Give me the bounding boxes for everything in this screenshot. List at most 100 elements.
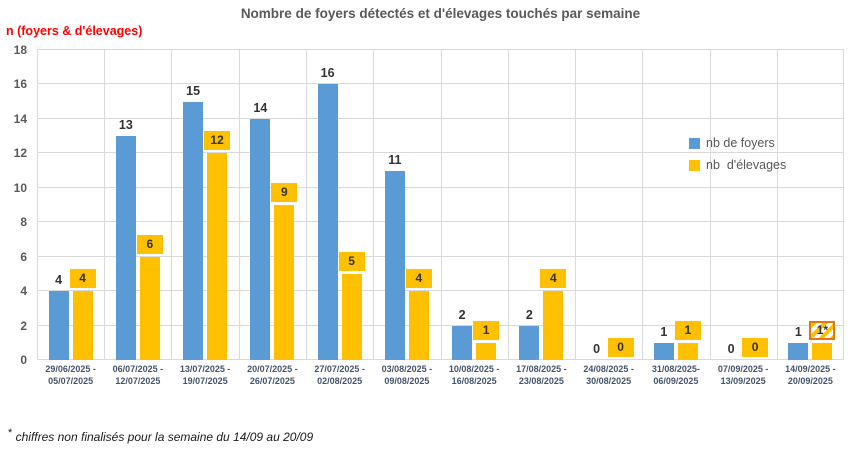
x-axis-label: 03/08/2025 -09/08/2025 xyxy=(381,364,433,386)
legend-label: nb de foyers xyxy=(706,136,775,150)
x-axis-label: 20/07/2025 -26/07/2025 xyxy=(247,364,298,386)
y-tick-label: 8 xyxy=(20,215,27,230)
bar-elevages xyxy=(341,273,362,360)
foyers-value-label: 14 xyxy=(253,100,268,115)
y-tick-label: 14 xyxy=(13,111,27,126)
y-tick-label: 16 xyxy=(13,77,27,92)
gridline-vertical xyxy=(37,50,38,360)
bar-elevages xyxy=(812,342,833,360)
bar-group: 16 5 xyxy=(306,50,373,360)
x-axis-label: 06/07/2025 -12/07/2025 xyxy=(112,364,164,386)
gridline-vertical xyxy=(507,50,509,360)
elevages-value-label: 1 xyxy=(473,320,500,340)
elevages-value-label: 4 xyxy=(405,269,432,289)
legend-item: nb de foyers xyxy=(689,136,786,150)
x-axis-label: 17/08/2025 -23/08/2025 xyxy=(516,364,567,386)
bar-foyers xyxy=(317,84,338,360)
bar-foyers xyxy=(48,291,69,360)
gridline-horizontal xyxy=(37,49,844,50)
x-axis-label: 31/08/2025- 06/09/2025 xyxy=(651,364,700,386)
elevages-value-label: 0 xyxy=(742,338,769,357)
bar-elevages xyxy=(677,342,698,360)
legend: nb de foyers nb d'élevages xyxy=(689,136,786,172)
y-tick-label: 2 xyxy=(20,318,27,333)
foyers-value-label: 0 xyxy=(727,342,735,356)
x-axis-labels: 29/06/2025 -05/07/2025 06/07/2025 -12/07/… xyxy=(37,364,844,387)
x-axis-label: 27/07/2025 -02/08/2025 xyxy=(314,364,365,386)
gridline-vertical xyxy=(574,50,576,360)
y-axis-title: n (foyers & d'élevages) xyxy=(6,24,143,38)
foyers-value-label: 15 xyxy=(186,83,201,98)
bar-foyers xyxy=(384,170,405,360)
footnote-asterisk: * xyxy=(8,427,13,439)
bar-elevages xyxy=(72,291,93,360)
bar-elevages xyxy=(207,153,228,360)
y-tick-label: 10 xyxy=(13,180,27,195)
foyers-value-label: 4 xyxy=(55,273,63,288)
bar-foyers xyxy=(653,342,674,360)
gridline-vertical xyxy=(843,50,844,360)
elevages-value-label: 6 xyxy=(136,234,163,254)
bar-group: 15 12 xyxy=(171,50,238,360)
elevages-value-label: 12 xyxy=(204,131,231,151)
x-axis-label: 29/06/2025 -05/07/2025 xyxy=(45,364,96,386)
y-tick-label: 0 xyxy=(20,353,27,367)
bar-elevages xyxy=(274,205,295,360)
y-tick-label: 6 xyxy=(20,249,27,264)
elevages-value-label: 4 xyxy=(540,269,567,289)
bar-group: 14 9 xyxy=(239,50,306,360)
gridline-vertical xyxy=(305,50,307,360)
bar-group: 13 6 xyxy=(104,50,171,360)
foyers-value-label: 1 xyxy=(660,324,668,339)
y-tick-label: 4 xyxy=(20,284,27,299)
elevages-value-label: 4 xyxy=(69,269,96,289)
chart-title: Nombre de foyers détectés et d'élevages … xyxy=(240,6,641,21)
plot-area: 4 4 13 6 15 12 14 9 16 5 11 4 2 1 2 4 0 0 1 1 0 0 1 1* xyxy=(37,49,844,360)
elevages-value-label: 1* xyxy=(809,320,836,340)
footnote: * chiffres non finalisés pour la semaine… xyxy=(8,427,313,444)
gridline-vertical xyxy=(238,50,240,360)
y-axis-labels: 0 2 4 6 8 10 12 14 16 18 xyxy=(0,44,31,366)
x-axis-label: 07/09/2025 -13/09/2025 xyxy=(717,364,769,386)
foyers-value-label: 1 xyxy=(794,324,802,339)
gridline-vertical xyxy=(776,50,778,360)
elevages-value-label: 5 xyxy=(338,251,365,271)
bar-foyers xyxy=(183,101,204,360)
x-axis-label: 24/08/2025 -30/08/2025 xyxy=(583,364,634,386)
bar-group: 11 4 xyxy=(373,50,440,360)
y-tick-label: 18 xyxy=(13,43,27,57)
foyers-value-label: 11 xyxy=(388,152,402,167)
x-axis-label: 14/09/2025 -20/09/2025 xyxy=(785,364,836,386)
bar-foyers xyxy=(519,325,540,360)
gridline-vertical xyxy=(709,50,711,360)
gridline-vertical xyxy=(440,50,442,360)
foyers-value-label: 16 xyxy=(320,66,335,81)
footnote-text: chiffres non finalisés pour la semaine d… xyxy=(12,430,314,444)
x-axis-label: 13/07/2025 -19/07/2025 xyxy=(179,364,231,386)
bar-group: 1 1* xyxy=(777,50,844,360)
bar-foyers xyxy=(788,342,809,360)
elevages-value-label: 1 xyxy=(674,320,701,340)
bar-foyers xyxy=(115,136,136,360)
bar-elevages xyxy=(139,256,160,360)
elevages-value-label: 0 xyxy=(607,338,634,357)
x-axis-label: 10/08/2025 -16/08/2025 xyxy=(448,364,500,386)
legend-marker xyxy=(689,137,700,149)
foyers-value-label: 2 xyxy=(525,307,533,322)
bar-elevages xyxy=(476,342,497,360)
foyers-value-label: 2 xyxy=(458,307,466,322)
foyers-value-label: 13 xyxy=(118,118,133,133)
bar-foyers xyxy=(250,118,271,360)
legend-marker xyxy=(689,159,700,171)
bar-foyers xyxy=(452,325,473,360)
bar-elevages xyxy=(543,291,564,360)
bar-elevages xyxy=(408,291,429,360)
gridline-vertical xyxy=(373,50,375,360)
